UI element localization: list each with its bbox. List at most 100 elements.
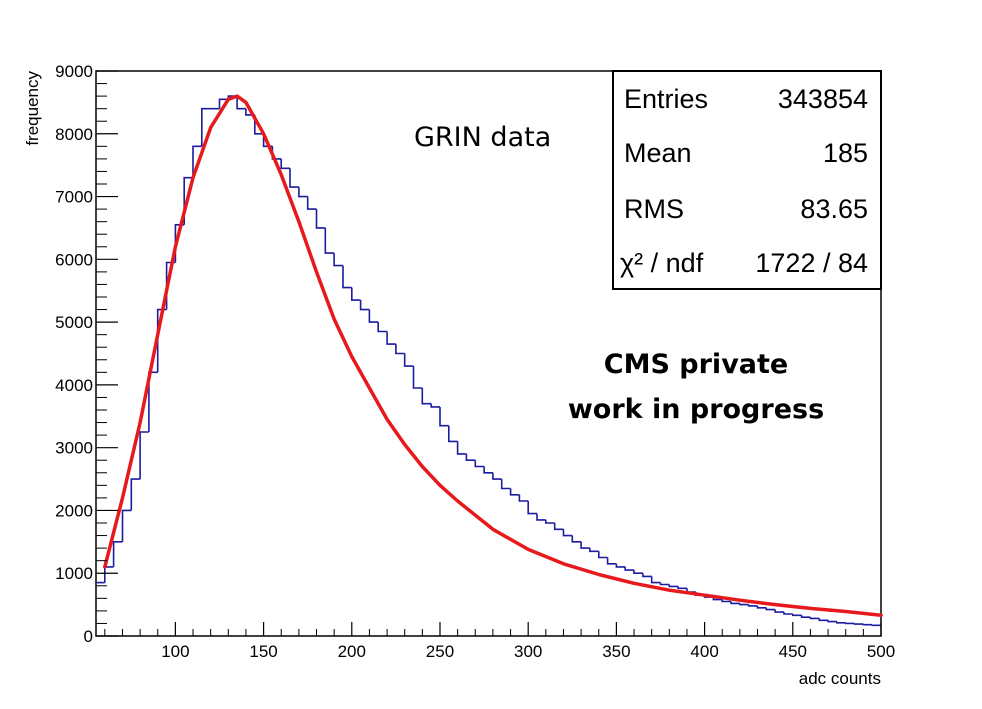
histogram-bin — [783, 612, 793, 615]
histogram-bin — [121, 509, 132, 542]
histogram-bin — [359, 300, 370, 311]
stats-box-frame — [612, 70, 882, 290]
histogram-bin — [218, 98, 229, 109]
histogram-bin — [853, 623, 864, 625]
histogram-bin — [201, 107, 211, 147]
histogram-bin — [545, 519, 555, 524]
x-tick-label: 100 — [161, 642, 189, 661]
histogram-bin — [642, 573, 652, 578]
stats-box: Entries 343854 Mean 185 RMS 83.65 χ² / n… — [612, 70, 882, 290]
histogram-bin — [324, 227, 335, 254]
histogram-bin — [333, 253, 343, 267]
y-tick-label: 0 — [84, 627, 93, 646]
histogram-bin — [739, 603, 749, 606]
histogram-bin — [368, 309, 379, 323]
y-tick-label: 9000 — [55, 62, 93, 81]
y-tick-label: 8000 — [55, 125, 93, 144]
histogram-bin — [465, 453, 476, 461]
stats-value-chi2: 1722 / 84 — [755, 248, 868, 278]
fit-curve — [103, 94, 883, 618]
histogram-bin — [112, 541, 123, 567]
histogram-bin — [606, 557, 617, 565]
histogram-bin — [536, 513, 546, 521]
histogram-bin — [677, 586, 687, 590]
y-tick-label: 1000 — [55, 564, 93, 583]
histogram-bin — [774, 609, 784, 613]
histogram-bin — [862, 623, 873, 626]
histogram-bin — [448, 425, 458, 443]
histogram-bin — [553, 523, 564, 531]
x-tick-label: 200 — [338, 642, 366, 661]
histogram-bin — [430, 403, 440, 408]
histogram-bin — [765, 607, 776, 611]
histogram-bin — [624, 566, 634, 571]
histogram-bin — [836, 621, 846, 624]
histogram-bin — [289, 168, 299, 188]
histogram-bin — [280, 158, 290, 170]
histogram-bin — [456, 441, 467, 455]
histogram-bin — [500, 479, 511, 490]
histogram-bin — [792, 614, 802, 617]
histogram-bin — [403, 353, 414, 367]
x-tick-label: 250 — [426, 642, 454, 661]
y-tick-label: 3000 — [55, 439, 93, 458]
histogram-bin — [756, 605, 767, 609]
annotation-cms-private: CMS private — [604, 349, 788, 380]
x-axis-title: adc counts — [799, 669, 881, 688]
histogram-bin — [306, 196, 317, 210]
histogram-bin — [236, 96, 246, 110]
histogram-bin — [571, 535, 582, 543]
histogram-bin — [315, 209, 326, 229]
y-tick-label: 6000 — [55, 250, 93, 269]
histogram-bin — [668, 584, 679, 588]
histogram-bin — [421, 388, 432, 405]
histogram-bin — [342, 265, 352, 289]
y-tick-label: 5000 — [55, 313, 93, 332]
histogram-bin — [580, 541, 590, 549]
histogram-bin — [562, 529, 573, 537]
histogram-bin — [395, 344, 405, 355]
x-tick-label: 400 — [690, 642, 718, 661]
histogram-bin — [518, 494, 529, 502]
stats-value-mean: 185 — [823, 138, 868, 168]
histogram-bin — [483, 466, 493, 474]
axis-layer: 100 150 200 250 300 350 400 450 5000100020003000… — [55, 62, 895, 661]
x-tick-label: 150 — [249, 642, 277, 661]
stats-value-rms: 83.65 — [800, 194, 868, 224]
histogram-bin — [809, 617, 820, 620]
histogram-bin — [192, 145, 202, 178]
histogram-bin — [527, 501, 537, 515]
histogram-bin — [615, 563, 626, 568]
histogram-bin — [412, 366, 423, 389]
histogram-bin — [492, 472, 502, 480]
histogram-bin — [130, 478, 141, 511]
x-tick-label: 450 — [779, 642, 807, 661]
histogram-bin — [747, 604, 758, 607]
histogram-bin — [650, 576, 661, 584]
stats-value-entries: 343854 — [778, 84, 868, 114]
histogram-bin — [377, 322, 388, 333]
stats-label-entries: Entries — [624, 84, 708, 114]
stats-label-chi2: χ² / ndf — [620, 248, 704, 278]
histogram-bin — [730, 601, 740, 605]
stats-label-rms: RMS — [624, 194, 684, 224]
y-tick-label: 7000 — [55, 188, 93, 207]
histogram-bin — [351, 287, 361, 301]
stats-label-mean: Mean — [624, 138, 692, 168]
histogram-bin — [633, 570, 643, 574]
y-tick-label: 4000 — [55, 376, 93, 395]
histogram-bin — [474, 460, 485, 468]
histogram-bin — [439, 406, 449, 427]
x-tick-label: 500 — [867, 642, 895, 661]
histogram-bin — [298, 187, 308, 198]
histogram-bin — [818, 618, 829, 622]
x-tick-label: 350 — [602, 642, 630, 661]
histogram-bin — [827, 620, 837, 623]
histogram-bin — [721, 599, 732, 603]
y-axis-title: frequency — [23, 71, 42, 146]
annotation-work-in-progress: work in progress — [568, 394, 824, 425]
histogram-bin — [589, 548, 599, 553]
histogram-bin — [800, 615, 811, 618]
fit-layer — [103, 94, 883, 618]
